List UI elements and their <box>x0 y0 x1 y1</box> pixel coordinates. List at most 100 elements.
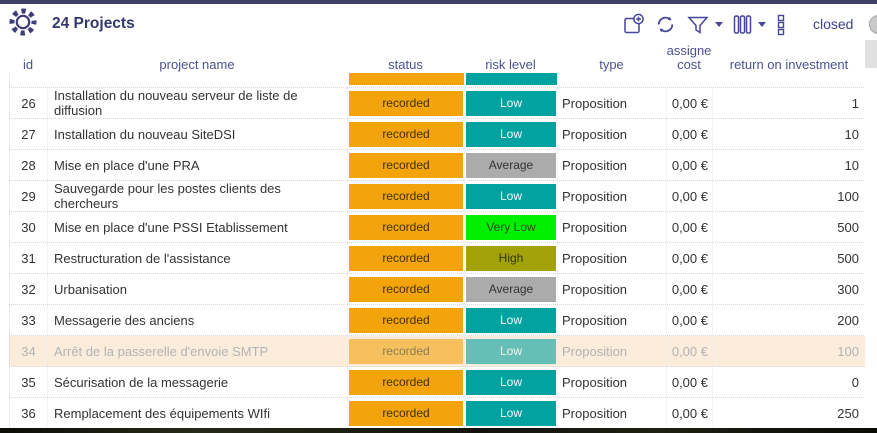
cell-type: Proposition <box>558 398 667 428</box>
table-row[interactable]: 32 Urbanisation recorded Average Proposi… <box>9 274 866 305</box>
risk-badge: Low <box>466 90 556 116</box>
column-header-roi[interactable]: return on investment <box>729 57 849 72</box>
column-header-name[interactable]: project name <box>159 57 235 72</box>
cell-id: 28 <box>10 150 48 180</box>
cell-project-name: Sécurisation de la messagerie <box>48 367 348 397</box>
cell-cost: 0,00 € <box>667 274 713 304</box>
filter-icon <box>687 16 709 34</box>
risk-badge: Low <box>466 307 556 333</box>
cell-roi: 0 <box>851 374 859 390</box>
cell-cost: 0,00 € <box>667 367 713 397</box>
table-row[interactable]: 30 Mise en place d'une PSSI Etablissemen… <box>9 212 866 243</box>
settings-gear-icon[interactable] <box>7 6 39 43</box>
cell-id: 35 <box>10 367 48 397</box>
refresh-button[interactable] <box>654 13 677 36</box>
status-badge: recorded <box>349 338 463 364</box>
table-header-row: id project name status risk level type a… <box>9 44 866 73</box>
status-badge: recorded <box>349 369 463 395</box>
closed-toggle[interactable] <box>869 14 877 34</box>
refresh-icon <box>657 16 674 32</box>
cell-roi: 500 <box>837 219 859 235</box>
risk-badge: Low <box>466 338 556 364</box>
table-row[interactable]: 33 Messagerie des anciens recorded Low P… <box>9 305 866 336</box>
table-row[interactable]: 27 Installation du nouveau SiteDSI recor… <box>9 119 866 150</box>
cell-project-name: Mise en place d'une PRA <box>48 150 348 180</box>
toolbar: closed <box>622 4 877 44</box>
column-header-risk[interactable]: risk level <box>485 57 536 72</box>
table-row[interactable]: 28 Mise en place d'une PRA recorded Aver… <box>9 150 866 181</box>
cell-type: Proposition <box>558 181 667 211</box>
chevron-down-icon <box>758 21 766 27</box>
status-badge: recorded <box>349 276 463 302</box>
filter-button[interactable] <box>686 13 723 36</box>
cell-id: 26 <box>10 88 48 118</box>
table-row[interactable]: 29 Sauvegarde pour les postes clients de… <box>9 181 866 212</box>
risk-badge: Low <box>466 183 556 209</box>
status-badge: recorded <box>349 245 463 271</box>
cell-id: 29 <box>10 181 48 211</box>
cell-id: 36 <box>10 398 48 428</box>
cell-type: Proposition <box>558 243 667 273</box>
cell-type: Proposition <box>558 119 667 149</box>
column-header-id[interactable]: id <box>22 57 34 72</box>
chevron-down-icon <box>715 21 723 27</box>
cell-cost: 0,00 € <box>667 305 713 335</box>
title-area: 24 Projects <box>0 6 135 43</box>
column-header-type[interactable]: type <box>599 57 624 72</box>
cell-project-name: Sauvegarde pour les postes clients des c… <box>48 181 348 211</box>
header-bar: 24 Projects <box>0 4 877 44</box>
cell-roi: 200 <box>837 312 859 328</box>
cell-cost: 0,00 € <box>667 150 713 180</box>
table-row[interactable]: 36 Remplacement des équipements WIfi rec… <box>9 398 866 429</box>
desktop-edge-strip <box>0 428 877 433</box>
cell-cost: 0,00 € <box>667 212 713 242</box>
table-row[interactable]: 35 Sécurisation de la messagerie recorde… <box>9 367 866 398</box>
cell-id: 27 <box>10 119 48 149</box>
cell-type: Proposition <box>558 367 667 397</box>
status-badge: recorded <box>349 214 463 240</box>
table-row[interactable]: 31 Restructuration de l'assistance recor… <box>9 243 866 274</box>
cell-roi: 100 <box>837 343 859 359</box>
kebab-menu-icon <box>777 14 785 35</box>
table-row[interactable]: 34 Arrêt de la passerelle d'envoie SMTP … <box>9 336 866 367</box>
kebab-menu-button[interactable] <box>775 13 787 36</box>
columns-button[interactable] <box>732 13 766 36</box>
column-header-status[interactable]: status <box>388 57 423 72</box>
status-badge: recorded <box>349 307 463 333</box>
new-record-icon <box>624 13 644 33</box>
cell-project-name: Restructuration de l'assistance <box>48 243 348 273</box>
cell-project-name: Messagerie des anciens <box>48 305 348 335</box>
cell-type: Proposition <box>558 88 667 118</box>
status-badge: recorded <box>349 90 463 116</box>
cell-id: 34 <box>10 336 48 366</box>
cell-project-name: Mise en place d'une PSSI Etablissement <box>48 212 348 242</box>
status-badge: recorded <box>349 152 463 178</box>
risk-badge: Average <box>466 276 556 302</box>
cell-type: Proposition <box>558 336 667 366</box>
cell-id: 30 <box>10 212 48 242</box>
cell-type: Proposition <box>558 305 667 335</box>
cell-id: 33 <box>10 305 48 335</box>
cell-id: 32 <box>10 274 48 304</box>
cell-project-name: Arrêt de la passerelle d'envoie SMTP <box>48 336 348 366</box>
vertical-scrollbar[interactable] <box>865 38 877 428</box>
risk-badge: Very Low <box>466 214 556 240</box>
cell-project-name: Remplacement des équipements WIfi <box>48 398 348 428</box>
window-accent-strip <box>0 0 877 4</box>
cell-id: 31 <box>10 243 48 273</box>
cell-roi: 100 <box>837 188 859 204</box>
status-badge: recorded <box>349 400 463 426</box>
new-record-button[interactable] <box>622 13 645 36</box>
cell-cost: 0,00 € <box>667 398 713 428</box>
projects-table: id project name status risk level type a… <box>9 44 866 429</box>
toggle-knob-icon <box>869 14 877 34</box>
risk-badge: Low <box>466 400 556 426</box>
status-badge: recorded <box>349 183 463 209</box>
partial-row-above[interactable] <box>9 73 866 88</box>
scrollbar-thumb[interactable] <box>865 40 877 68</box>
column-header-cost[interactable]: assigne cost <box>666 43 712 72</box>
status-badge: recorded <box>349 121 463 147</box>
partial-risk-badge <box>466 73 557 85</box>
table-row[interactable]: 26 Installation du nouveau serveur de li… <box>9 88 866 119</box>
cell-project-name: Urbanisation <box>48 274 348 304</box>
